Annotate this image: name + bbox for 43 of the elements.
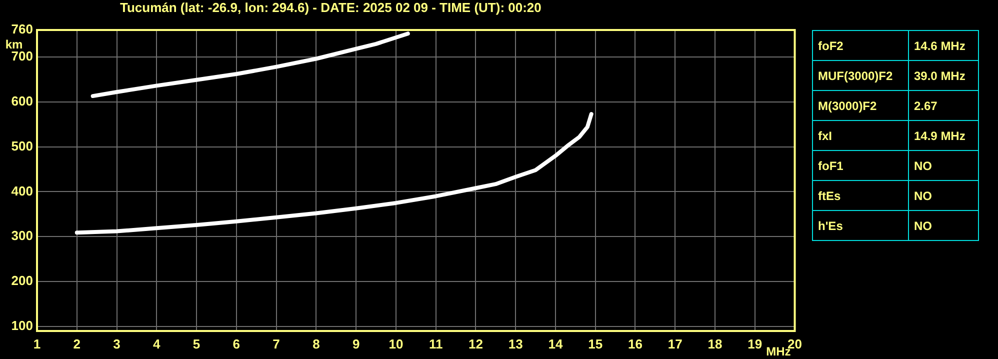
y-tick-label: 760 <box>11 22 33 37</box>
y-tick-label: 300 <box>11 228 33 244</box>
y-tick-label: 700 <box>11 48 33 64</box>
x-tick-label: 6 <box>232 336 240 352</box>
x-tick-label: 10 <box>388 336 404 352</box>
x-tick-label: 12 <box>468 336 483 352</box>
y-tick-label: 200 <box>11 273 33 288</box>
chart-title: Tucumán (lat: -26.9, lon: 294.6) - DATE: 2025 02 09 - TIME (UT): 00:20 <box>120 0 542 16</box>
x-tick-label: 19 <box>748 336 762 352</box>
text: ftEs <box>812 180 908 210</box>
x-tick-label: 13 <box>508 336 523 352</box>
x-tick-label: 4 <box>153 336 162 352</box>
y-tick-label: 600 <box>11 93 33 108</box>
text: MUF(3000)F2 <box>812 60 908 90</box>
x-tick-label: 14 <box>548 336 564 352</box>
x-tick-label: 11 <box>428 336 443 352</box>
text: NO <box>908 150 978 180</box>
text: 14.9 MHz <box>908 120 978 150</box>
x-tick-label: 8 <box>312 336 320 352</box>
x-tick-label: 16 <box>628 336 642 352</box>
x-tick-label: 17 <box>668 336 682 352</box>
text: h'Es <box>812 210 908 240</box>
x-tick-label: 15 <box>588 336 603 352</box>
y-tick-label: 100 <box>11 318 33 334</box>
text: M(3000)F2 <box>812 90 908 120</box>
x-tick-label: 7 <box>272 336 280 352</box>
text: foF1 <box>812 150 908 180</box>
x-tick-label: 3 <box>113 336 120 352</box>
text: fxI <box>812 120 908 150</box>
text: 14.6 MHz <box>908 30 978 60</box>
text: NO <box>908 210 978 240</box>
text: foF2 <box>812 30 908 60</box>
text: NO <box>908 180 978 210</box>
x-tick-label: 9 <box>352 336 360 352</box>
x-tick-label: 2 <box>73 336 80 352</box>
y-tick-label: 500 <box>11 138 33 154</box>
y-axis-title: km <box>5 37 23 52</box>
text: 2.67 <box>908 90 978 120</box>
x-tick-label: 1 <box>33 336 41 352</box>
text: 39.0 MHz <box>908 60 978 90</box>
y-tick-label: 400 <box>11 183 33 198</box>
x-tick-label: 18 <box>708 336 722 352</box>
x-tick-label: 5 <box>192 336 200 352</box>
